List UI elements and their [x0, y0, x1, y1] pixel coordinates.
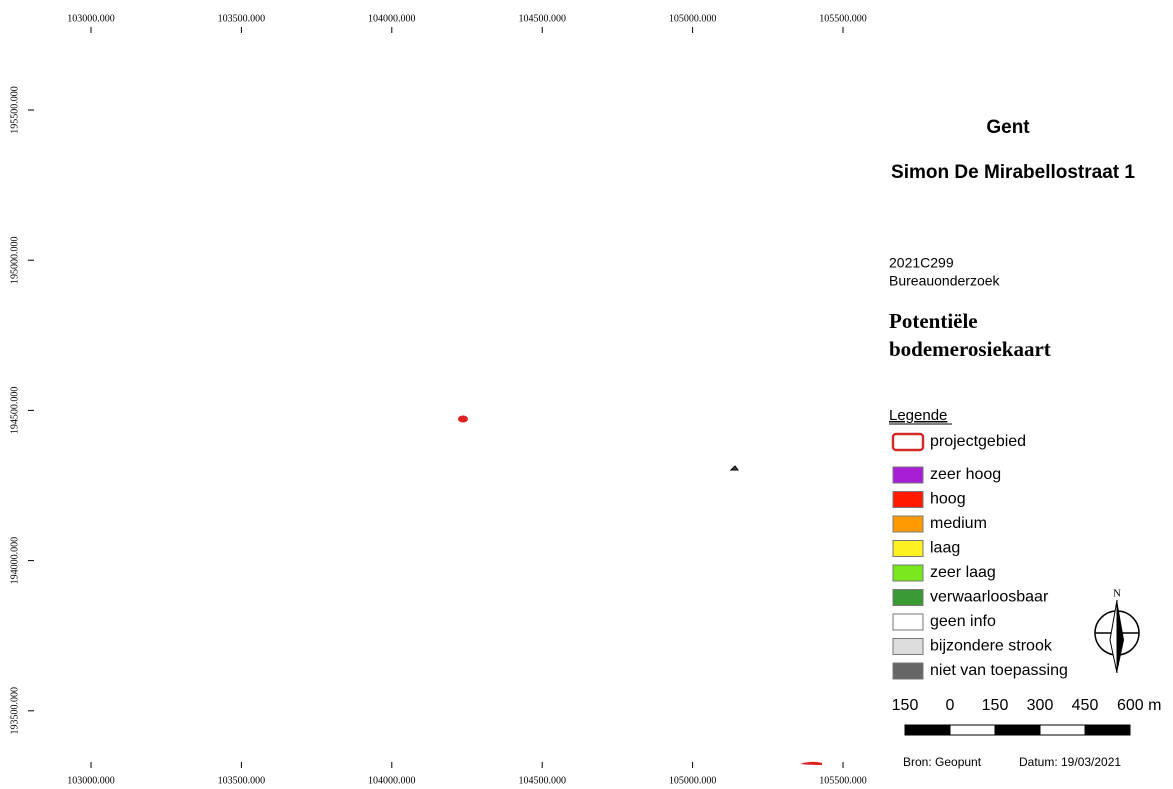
x-tick-label: 103000.000: [67, 13, 115, 24]
scale-label: 150: [892, 697, 919, 714]
x-tick-label: 103000.000: [67, 775, 115, 786]
x-tick-label: 104000.000: [368, 775, 416, 786]
code: 2021C299: [889, 255, 954, 271]
north-arrow: [1094, 599, 1140, 674]
scale-segment: [1039, 724, 1086, 736]
legend-label: geen info: [930, 613, 996, 630]
x-tick-label: 105000.000: [669, 775, 717, 786]
study: Bureauonderzoek: [889, 273, 1001, 289]
scale-segment: [1084, 724, 1131, 736]
title: Gent: [986, 117, 1030, 138]
scale-segment: [904, 724, 951, 736]
legend-label: bijzondere strook: [930, 638, 1053, 655]
scale-label: 450: [1072, 697, 1099, 714]
legend-label: projectgebied: [930, 433, 1026, 450]
legend-swatch: [892, 491, 924, 508]
feature: [729, 465, 739, 471]
x-tick-label: 104000.000: [368, 13, 416, 24]
map-title: Potentiële: [889, 309, 978, 333]
x-tick-label: 104500.000: [518, 775, 566, 786]
legend-label: zeer laag: [930, 564, 996, 581]
project-area: [458, 415, 468, 423]
arrow-half: [1117, 600, 1124, 673]
x-tick-label: 105000.000: [669, 13, 717, 24]
scale-segment: [949, 724, 996, 736]
legend-label: hoog: [930, 491, 966, 508]
scale-label: 150: [982, 697, 1009, 714]
y-tick-label: 194500.000: [9, 387, 20, 435]
scale-label: 600 m: [1117, 697, 1161, 714]
y-tick-label: 195500.000: [9, 86, 20, 134]
legend-swatch: [892, 515, 924, 533]
source: Bron: Geopunt: [903, 755, 982, 769]
legend-swatch: [892, 662, 924, 680]
y-tick-label: 195000.000: [9, 236, 20, 284]
x-tick-label: 103500.000: [218, 775, 266, 786]
legend-swatch: [891, 432, 925, 452]
legend-swatch: [892, 589, 924, 606]
y-tick-label: 193500.000: [9, 687, 20, 735]
map-title: bodemerosiekaart: [889, 337, 1051, 361]
legend-label: laag: [930, 540, 960, 557]
legend-swatch: [892, 613, 924, 631]
legend-label: zeer hoog: [930, 466, 1001, 483]
north-label: N: [1113, 588, 1121, 600]
y-tick-label: 194000.000: [9, 537, 20, 585]
subtitle: Simon De Mirabellostraat 1: [891, 162, 1135, 183]
legend-swatch: [892, 540, 924, 557]
x-tick-label: 105500.000: [819, 775, 867, 786]
date: Datum: 19/03/2021: [1019, 755, 1121, 769]
legend-title: Legende: [889, 407, 947, 424]
x-tick-label: 103500.000: [218, 13, 266, 24]
legend-swatch: [892, 564, 924, 582]
legend-label: verwaarloosbaar: [930, 589, 1049, 606]
feature: [800, 761, 822, 765]
x-tick-label: 104500.000: [518, 13, 566, 24]
scale-segment: [994, 724, 1041, 736]
legend-swatch: [892, 466, 924, 484]
legend-label: niet van toepassing: [930, 662, 1068, 679]
scale-label: 0: [946, 697, 955, 714]
scale-label: 300: [1027, 697, 1054, 714]
x-tick-label: 105500.000: [819, 13, 867, 24]
legend-label: medium: [930, 515, 987, 532]
legend-swatch: [892, 638, 924, 655]
